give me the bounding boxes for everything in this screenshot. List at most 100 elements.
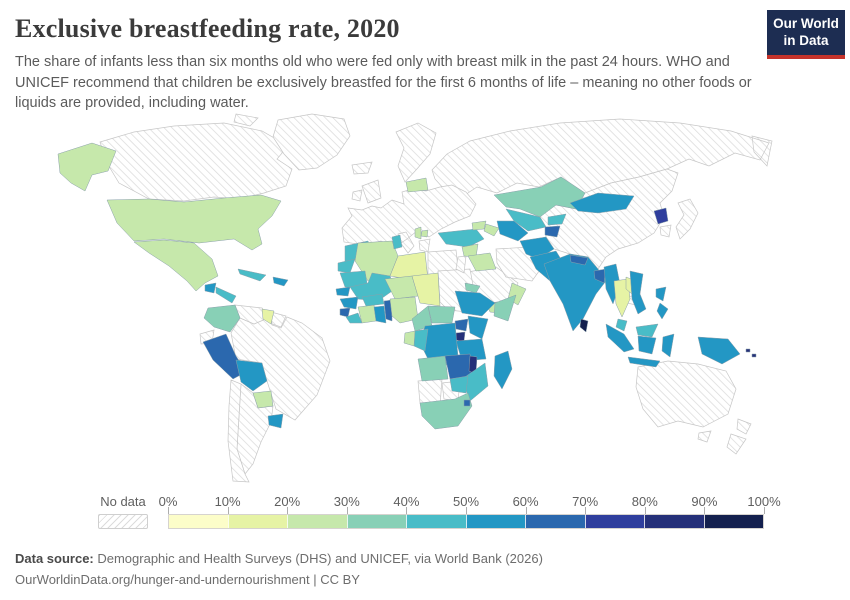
- legend-bin-60-70%[interactable]: [525, 515, 585, 528]
- country-russia[interactable]: Russia: No data: [431, 118, 773, 200]
- country-scandinavia[interactable]: Scandinavia: No data: [395, 122, 437, 183]
- legend-tick-label: 30%: [333, 494, 360, 509]
- legend-bin-40-50%[interactable]: [406, 515, 466, 528]
- legend-bin-50-60%[interactable]: [465, 515, 525, 528]
- country-iraq[interactable]: Iraq: 20-30%: [467, 252, 497, 272]
- country-togo_benin[interactable]: Togo & Benin: 60-70%: [383, 299, 393, 322]
- legend-bin-80-90%[interactable]: [644, 515, 704, 528]
- country-zimbabwe[interactable]: Zimbabwe: 40-50%: [449, 375, 469, 394]
- country-vietnam[interactable]: Vietnam: 50-60%: [629, 270, 647, 315]
- country-south_africa[interactable]: South Africa: 30-40%: [419, 392, 473, 430]
- country-senegal[interactable]: Senegal: 50-60%: [335, 286, 351, 297]
- country-chile[interactable]: Chile: No data: [227, 379, 250, 483]
- country-madagascar[interactable]: Madagascar: 50-60%: [493, 350, 513, 390]
- country-burkina[interactable]: Burkina Faso: 40-50%: [361, 293, 385, 307]
- legend-tick-mark: [585, 507, 587, 514]
- country-new_guinea[interactable]: Papua New Guinea: 50-60%: [697, 336, 741, 365]
- country-albania[interactable]: Albania: 20-30%: [414, 226, 422, 240]
- legend-bin-90-100%[interactable]: [703, 515, 763, 528]
- country-mexico[interactable]: Mexico: 20-30%: [133, 239, 219, 292]
- country-india[interactable]: India: 50-60%: [543, 253, 607, 332]
- owid-logo[interactable]: Our World in Data: [767, 10, 845, 59]
- country-ethiopia[interactable]: Ethiopia: 50-60%: [454, 290, 496, 317]
- country-eswatini[interactable]: Eswatini: 60-70%: [463, 399, 471, 407]
- country-angola[interactable]: Angola: 30-40%: [417, 355, 449, 382]
- country-north_korea[interactable]: North Korea: 70-80%: [653, 207, 669, 225]
- legend-bin-70-80%[interactable]: [584, 515, 644, 528]
- country-uganda[interactable]: Uganda: 60-70%: [454, 318, 469, 332]
- country-usa[interactable]: United States: 20-30%: [106, 194, 282, 251]
- country-paraguay[interactable]: Paraguay: 20-30%: [252, 390, 274, 409]
- legend-tick-mark: [704, 507, 706, 514]
- country-colombia[interactable]: Colombia: 30-40%: [203, 304, 241, 333]
- country-japan[interactable]: Japan: No data: [675, 198, 699, 240]
- country-nigeria[interactable]: Nigeria: 20-30%: [389, 296, 419, 324]
- country-malaysia_b[interactable]: Malaysia (Borneo): 40-50%: [635, 323, 659, 338]
- country-south_korea[interactable]: South Korea: No data: [659, 224, 672, 238]
- legend-color-bar: [168, 514, 764, 529]
- country-central_america[interactable]: Central America: 40-50%: [215, 286, 237, 304]
- country-guyana[interactable]: Guyana: 10-20%: [261, 308, 275, 325]
- legend-tick-mark: [644, 507, 646, 514]
- country-uruguay[interactable]: Uruguay: 50-60%: [267, 413, 284, 429]
- legend-bin-0-10%[interactable]: [169, 515, 228, 528]
- country-kazakhstan[interactable]: Kazakhstan: 30-40%: [493, 176, 586, 218]
- data-source-label: Data source:: [15, 551, 94, 566]
- data-source-text: Demographic and Health Surveys (DHS) and…: [93, 551, 543, 566]
- country-guatemala[interactable]: Guatemala: 50-60%: [204, 282, 217, 294]
- country-indonesia[interactable]: Indonesia: 50-60%: [605, 323, 675, 368]
- country-australia[interactable]: Australia: No data: [635, 360, 737, 443]
- legend-tick-label: 80%: [631, 494, 658, 509]
- country-bangladesh[interactable]: Bangladesh: 60-70%: [593, 268, 607, 284]
- data-source-line: Data source: Demographic and Health Surv…: [15, 549, 543, 570]
- country-belarus[interactable]: Belarus: 20-30%: [405, 177, 429, 193]
- legend-bin-10-20%[interactable]: [227, 515, 287, 528]
- country-somalia[interactable]: Somalia: 30-40%: [493, 294, 517, 322]
- country-canada[interactable]: Canada: No data: [99, 113, 293, 202]
- country-nmacedonia[interactable]: North Macedonia: 20-30%: [420, 229, 429, 238]
- country-gabon[interactable]: Gabon: 20-30%: [403, 330, 416, 347]
- country-greenland[interactable]: Greenland: No data: [272, 113, 351, 171]
- legend-tick-label: 70%: [572, 494, 599, 509]
- legend-no-data-swatch[interactable]: [98, 514, 148, 529]
- country-car[interactable]: Central African Republic: 30-40%: [427, 305, 456, 324]
- country-chad[interactable]: Chad: 10-20%: [411, 272, 441, 307]
- legend-tick-label: 100%: [747, 494, 781, 509]
- country-cuba[interactable]: Cuba: 40-50%: [237, 268, 267, 282]
- country-jordan[interactable]: Jordan & Israel: No data: [455, 255, 467, 274]
- country-philippines[interactable]: Philippines: 50-60%: [655, 286, 669, 320]
- country-mongolia[interactable]: Mongolia: 50-60%: [569, 192, 635, 214]
- country-sri_lanka[interactable]: Sri Lanka: 90-100%: [579, 318, 589, 333]
- country-solomon[interactable]: Solomon Islands: 80-90%: [745, 348, 757, 358]
- country-malaysia[interactable]: Malaysia: 40-50%: [615, 318, 628, 332]
- chart-subtitle: The share of infants less than six month…: [15, 54, 752, 112]
- country-tunisia[interactable]: Tunisia: 40-50%: [391, 234, 403, 250]
- country-alaska[interactable]: United States: 20-30%: [57, 142, 117, 192]
- chart-title: Exclusive breastfeeding rate, 2020: [15, 14, 400, 43]
- country-bolivia[interactable]: Bolivia: 50-60%: [235, 359, 268, 392]
- citation-line: OurWorldinData.org/hunger-and-undernouri…: [15, 571, 360, 587]
- country-uzbekistan[interactable]: Uzbekistan: 40-50%: [505, 208, 547, 232]
- country-tajikistan[interactable]: Tajikistan: 60-70%: [544, 225, 561, 238]
- legend-bin-20-30%[interactable]: [287, 515, 347, 528]
- country-turkmenistan[interactable]: Turkmenistan: 50-60%: [496, 220, 529, 242]
- country-new_zealand[interactable]: New Zealand: No data: [726, 418, 752, 455]
- country-azerbaijan[interactable]: Azerbaijan: 20-30%: [483, 223, 500, 237]
- country-kyrgyzstan[interactable]: Kyrgyzstan: 40-50%: [547, 213, 567, 226]
- country-georgia[interactable]: Georgia: 20-30%: [471, 220, 487, 231]
- country-guinea[interactable]: Guinea: 50-60%: [339, 296, 359, 310]
- legend-tick-mark: [168, 507, 169, 514]
- legend-tick-mark: [525, 507, 527, 514]
- legend-bin-30-40%[interactable]: [346, 515, 406, 528]
- map-legend: No data 0% 10% 20% 30% 40% 50% 60% 70% 80% 90% 100…: [0, 492, 850, 538]
- country-hispaniola[interactable]: Haiti & Dominican Republic: 50-60%: [272, 276, 289, 287]
- country-uk_ireland[interactable]: United Kingdom & Ireland: No data: [351, 179, 382, 204]
- country-turkey[interactable]: Turkey: 40-50%: [437, 228, 485, 248]
- country-nepal[interactable]: Nepal: 60-70%: [569, 254, 589, 266]
- country-iceland[interactable]: Iceland: No data: [351, 161, 373, 175]
- legend-tick-label: 60%: [512, 494, 539, 509]
- legend-tick-label: 50%: [452, 494, 480, 509]
- country-ghana[interactable]: Ghana: 50-60%: [373, 305, 387, 324]
- world-map[interactable]: Canada: No dataGreenland: No data Russia:…: [0, 112, 850, 490]
